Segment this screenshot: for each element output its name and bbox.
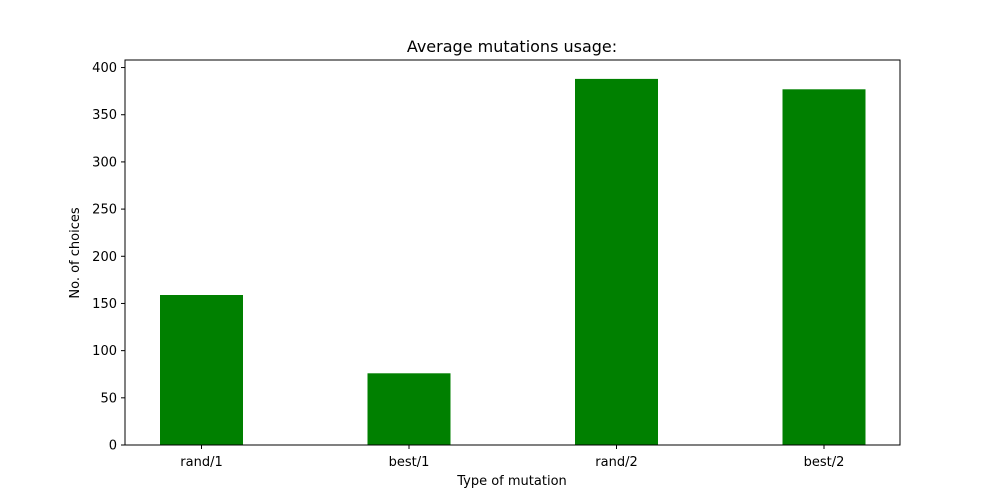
y-tick-label: 50 <box>100 391 117 406</box>
bar-rand-2 <box>575 78 658 446</box>
y-tick-label: 200 <box>92 250 117 265</box>
y-tick-label: 150 <box>92 297 117 312</box>
plot-area: rand/1 best/1 rand/2 best/2 0 50 100 150 200 250 3… <box>92 61 866 470</box>
y-tick-label: 250 <box>92 203 117 218</box>
x-tick-label: rand/2 <box>595 455 637 470</box>
y-tick-label: 350 <box>92 108 117 123</box>
y-tick-label: 400 <box>92 61 117 76</box>
axes-frame <box>124 59 901 446</box>
x-tick-label: rand/1 <box>180 455 222 470</box>
y-tick-label: 0 <box>109 439 117 454</box>
bar-best-2 <box>782 89 866 446</box>
y-tick-label: 300 <box>92 155 117 170</box>
y-axis-label: No. of choices <box>68 207 83 298</box>
chart-title: Average mutations usage: <box>407 37 617 56</box>
x-axis-label: Type of mutation <box>456 474 567 489</box>
bar-best-1 <box>367 373 451 445</box>
y-tick-label: 100 <box>92 344 117 359</box>
x-tick-label: best/1 <box>389 455 430 470</box>
x-tick-label: best/2 <box>804 455 845 470</box>
bar-rand-1 <box>160 295 243 445</box>
